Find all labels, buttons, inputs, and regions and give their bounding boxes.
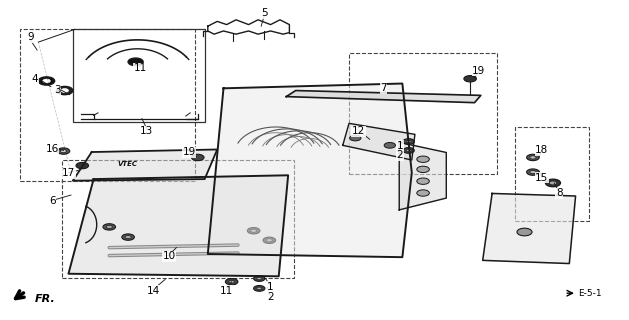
Circle shape bbox=[61, 89, 69, 92]
Circle shape bbox=[125, 236, 131, 239]
Circle shape bbox=[464, 76, 476, 82]
Circle shape bbox=[530, 171, 536, 174]
Circle shape bbox=[350, 135, 361, 141]
Bar bbox=[73, 29, 204, 122]
Text: 10: 10 bbox=[162, 251, 175, 261]
Bar bbox=[62, 160, 294, 278]
Text: 18: 18 bbox=[535, 146, 548, 156]
Circle shape bbox=[229, 280, 235, 283]
Circle shape bbox=[103, 224, 116, 230]
Circle shape bbox=[403, 148, 415, 153]
Circle shape bbox=[526, 154, 539, 161]
Circle shape bbox=[257, 277, 262, 280]
Polygon shape bbox=[69, 175, 288, 276]
Circle shape bbox=[406, 140, 411, 143]
Circle shape bbox=[43, 79, 50, 83]
Polygon shape bbox=[482, 194, 576, 264]
Circle shape bbox=[417, 156, 430, 163]
Text: 19: 19 bbox=[472, 66, 486, 76]
Text: 14: 14 bbox=[147, 286, 160, 296]
Circle shape bbox=[38, 77, 55, 85]
Circle shape bbox=[530, 156, 536, 159]
Text: 9: 9 bbox=[27, 32, 33, 42]
Circle shape bbox=[517, 228, 532, 236]
Circle shape bbox=[253, 285, 265, 291]
Polygon shape bbox=[343, 123, 415, 160]
Bar bbox=[515, 126, 589, 220]
Text: 2: 2 bbox=[396, 150, 403, 160]
Circle shape bbox=[57, 148, 70, 154]
Text: 15: 15 bbox=[535, 172, 548, 182]
Circle shape bbox=[225, 278, 238, 285]
Circle shape bbox=[266, 239, 272, 242]
Circle shape bbox=[417, 178, 430, 184]
Circle shape bbox=[191, 154, 204, 161]
Circle shape bbox=[263, 237, 276, 244]
Circle shape bbox=[253, 276, 265, 281]
Circle shape bbox=[122, 234, 135, 240]
Circle shape bbox=[257, 287, 262, 290]
Circle shape bbox=[403, 139, 415, 144]
Circle shape bbox=[128, 58, 143, 66]
Text: 11: 11 bbox=[133, 63, 147, 73]
Bar bbox=[349, 53, 496, 174]
Circle shape bbox=[406, 149, 411, 152]
Text: 1: 1 bbox=[267, 282, 274, 292]
Polygon shape bbox=[73, 149, 217, 181]
Circle shape bbox=[549, 181, 557, 185]
Circle shape bbox=[417, 190, 430, 196]
Circle shape bbox=[57, 86, 73, 95]
Polygon shape bbox=[399, 142, 447, 210]
Bar bbox=[19, 29, 195, 181]
Circle shape bbox=[250, 229, 257, 232]
Text: 16: 16 bbox=[45, 144, 58, 154]
Circle shape bbox=[247, 228, 260, 234]
Text: 4: 4 bbox=[32, 74, 38, 84]
Circle shape bbox=[60, 149, 67, 153]
Circle shape bbox=[106, 225, 113, 228]
Text: 13: 13 bbox=[140, 126, 153, 136]
Polygon shape bbox=[208, 84, 412, 257]
Text: FR.: FR. bbox=[35, 294, 55, 304]
Text: 5: 5 bbox=[261, 8, 267, 19]
Text: 17: 17 bbox=[62, 168, 75, 178]
Circle shape bbox=[76, 162, 89, 169]
Circle shape bbox=[545, 179, 560, 187]
Text: 8: 8 bbox=[556, 188, 562, 198]
Text: 3: 3 bbox=[54, 85, 60, 95]
Text: 2: 2 bbox=[267, 292, 274, 302]
Text: 1: 1 bbox=[396, 141, 403, 151]
Text: 6: 6 bbox=[49, 196, 55, 206]
Text: 7: 7 bbox=[380, 83, 387, 93]
Text: E-5-1: E-5-1 bbox=[578, 289, 602, 298]
Circle shape bbox=[384, 142, 396, 148]
Circle shape bbox=[417, 166, 430, 172]
Text: 11: 11 bbox=[220, 286, 233, 296]
Circle shape bbox=[526, 169, 539, 175]
Polygon shape bbox=[286, 91, 481, 103]
Text: VTEC: VTEC bbox=[118, 161, 138, 167]
Text: 12: 12 bbox=[352, 126, 365, 136]
Text: 19: 19 bbox=[182, 147, 196, 157]
